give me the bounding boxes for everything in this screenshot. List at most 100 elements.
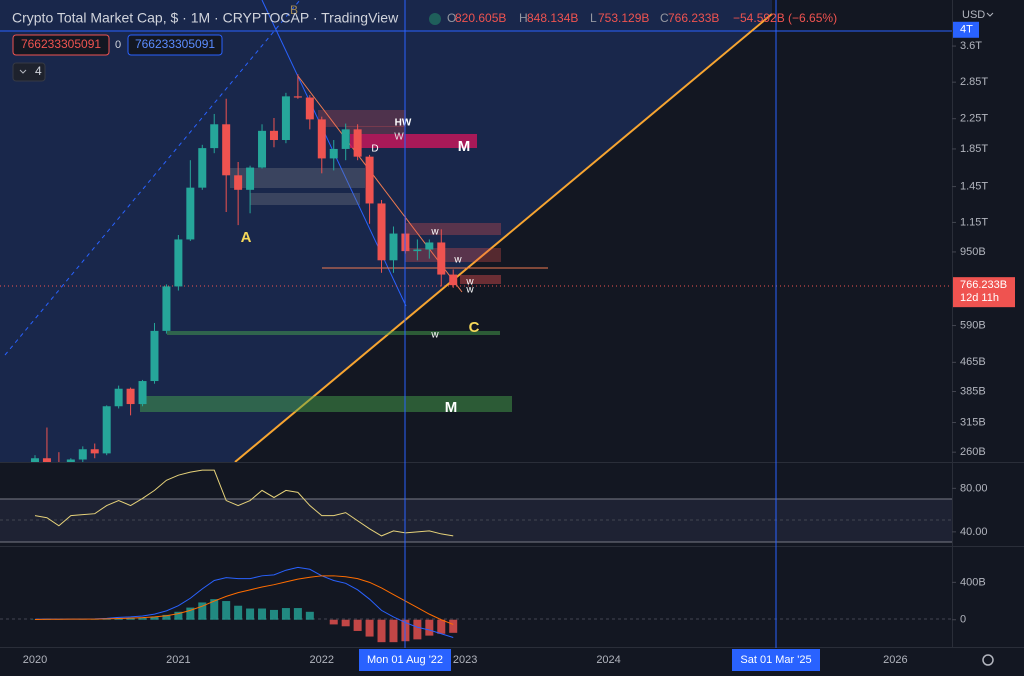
- x-tick-label: 2022: [310, 654, 334, 666]
- candle-body: [78, 449, 87, 460]
- y-tick-label: 400B: [960, 576, 986, 588]
- zone: [350, 134, 477, 148]
- histogram-bar: [449, 619, 458, 633]
- annotation: A: [241, 229, 252, 246]
- indicator-toggle[interactable]: [12, 62, 46, 82]
- candle-body: [317, 119, 326, 159]
- histogram-bar: [222, 601, 231, 620]
- annotation: W: [394, 132, 404, 143]
- histogram-bar: [198, 602, 207, 620]
- candle-body: [174, 239, 183, 287]
- candle-body: [413, 249, 422, 252]
- annotation: M: [458, 138, 471, 155]
- candle-body: [90, 449, 99, 454]
- support-line: [234, 13, 773, 462]
- histogram-bar: [293, 608, 302, 620]
- annotation: w: [430, 330, 439, 341]
- histogram-bar: [234, 605, 243, 620]
- y-tick-label: 3.6T: [960, 40, 982, 52]
- ohlc-key: O: [447, 11, 456, 25]
- histogram-bar: [389, 619, 398, 643]
- y-tick-label: 40.00: [960, 526, 988, 538]
- y-tick-label: 260B: [960, 446, 986, 458]
- x-tick-label: 2021: [166, 654, 190, 666]
- histogram-bar: [138, 618, 147, 620]
- histogram-bar: [114, 618, 123, 620]
- y-tick-label: 315B: [960, 416, 986, 428]
- status-icon: [429, 13, 441, 25]
- histogram-bar: [413, 619, 422, 640]
- ohlc-value: 820.605B: [455, 11, 506, 25]
- sell-price[interactable]: 766233305091: [21, 37, 101, 51]
- candle-body: [449, 274, 458, 286]
- currency[interactable]: USD: [962, 9, 985, 21]
- ohlc-key: H: [519, 11, 528, 25]
- countdown: 12d 11h: [960, 292, 999, 304]
- candle-body: [138, 381, 147, 405]
- x-tick-label: 2023: [453, 654, 477, 666]
- y-tick-label: 465B: [960, 356, 986, 368]
- ohlc-value: 766.233B: [668, 11, 719, 25]
- zone: [318, 110, 406, 127]
- chevron[interactable]: [986, 12, 994, 17]
- zone: [345, 126, 405, 134]
- indicator-count[interactable]: 4: [35, 64, 42, 78]
- zone: [250, 193, 360, 205]
- candle-body: [30, 458, 39, 462]
- candle-body: [293, 96, 302, 98]
- zone: [405, 223, 501, 235]
- settings-icon[interactable]: [982, 654, 994, 666]
- annotation: HW: [395, 118, 412, 129]
- chevron[interactable]: [19, 69, 27, 74]
- annotation: B: [290, 3, 298, 17]
- sell-button[interactable]: [12, 34, 110, 56]
- candle-body: [329, 148, 338, 159]
- zone: [230, 168, 365, 188]
- x-tick-label: 2020: [23, 654, 47, 666]
- candle-body: [389, 233, 398, 261]
- histogram-bar: [162, 614, 171, 620]
- histogram-bar: [425, 619, 434, 636]
- zone: [167, 331, 500, 335]
- histogram-bar: [269, 609, 278, 620]
- buy-button[interactable]: [127, 34, 223, 56]
- buy-price[interactable]: 766233305091: [135, 37, 215, 51]
- histogram-bar: [341, 619, 350, 627]
- candle-body: [246, 167, 255, 190]
- zone: [460, 275, 501, 284]
- y-tick-label: 1.45T: [960, 180, 988, 192]
- candle-body: [365, 156, 374, 204]
- price-label-bg: [953, 277, 1015, 308]
- candle-body: [305, 97, 314, 120]
- candle-body: [198, 148, 207, 188]
- histogram-bar: [305, 611, 314, 620]
- trend-line: [297, 75, 463, 293]
- annotation: C: [469, 319, 480, 336]
- histogram-bar: [246, 608, 255, 620]
- crosshair-label-bg: [359, 649, 451, 671]
- annotation: w: [453, 255, 462, 266]
- channel-fill: [0, 0, 772, 462]
- candle-body: [66, 459, 75, 462]
- annotation: D: [371, 144, 378, 155]
- candle-body: [222, 124, 231, 176]
- candles: [30, 74, 458, 462]
- price-label: 766.233B: [960, 279, 1007, 291]
- histogram-bar: [353, 619, 362, 631]
- x-tick-label: 2024: [596, 654, 620, 666]
- candle-body: [114, 388, 123, 407]
- histogram-bar: [365, 619, 374, 637]
- histogram-bar: [186, 607, 195, 620]
- candle-body: [234, 175, 243, 190]
- level-label-bg: [953, 21, 979, 38]
- annotation: w: [430, 227, 439, 238]
- chart-title: Crypto Total Market Cap, $ · 1M · CRYPTO…: [12, 10, 399, 26]
- y-tick-label: 0: [960, 614, 966, 626]
- ohlc-key: L: [590, 11, 597, 25]
- histogram-bar: [210, 599, 219, 620]
- candle-body: [162, 286, 171, 331]
- zone: [140, 396, 512, 412]
- y-tick-label: 590B: [960, 319, 986, 331]
- histogram-bar: [329, 619, 338, 625]
